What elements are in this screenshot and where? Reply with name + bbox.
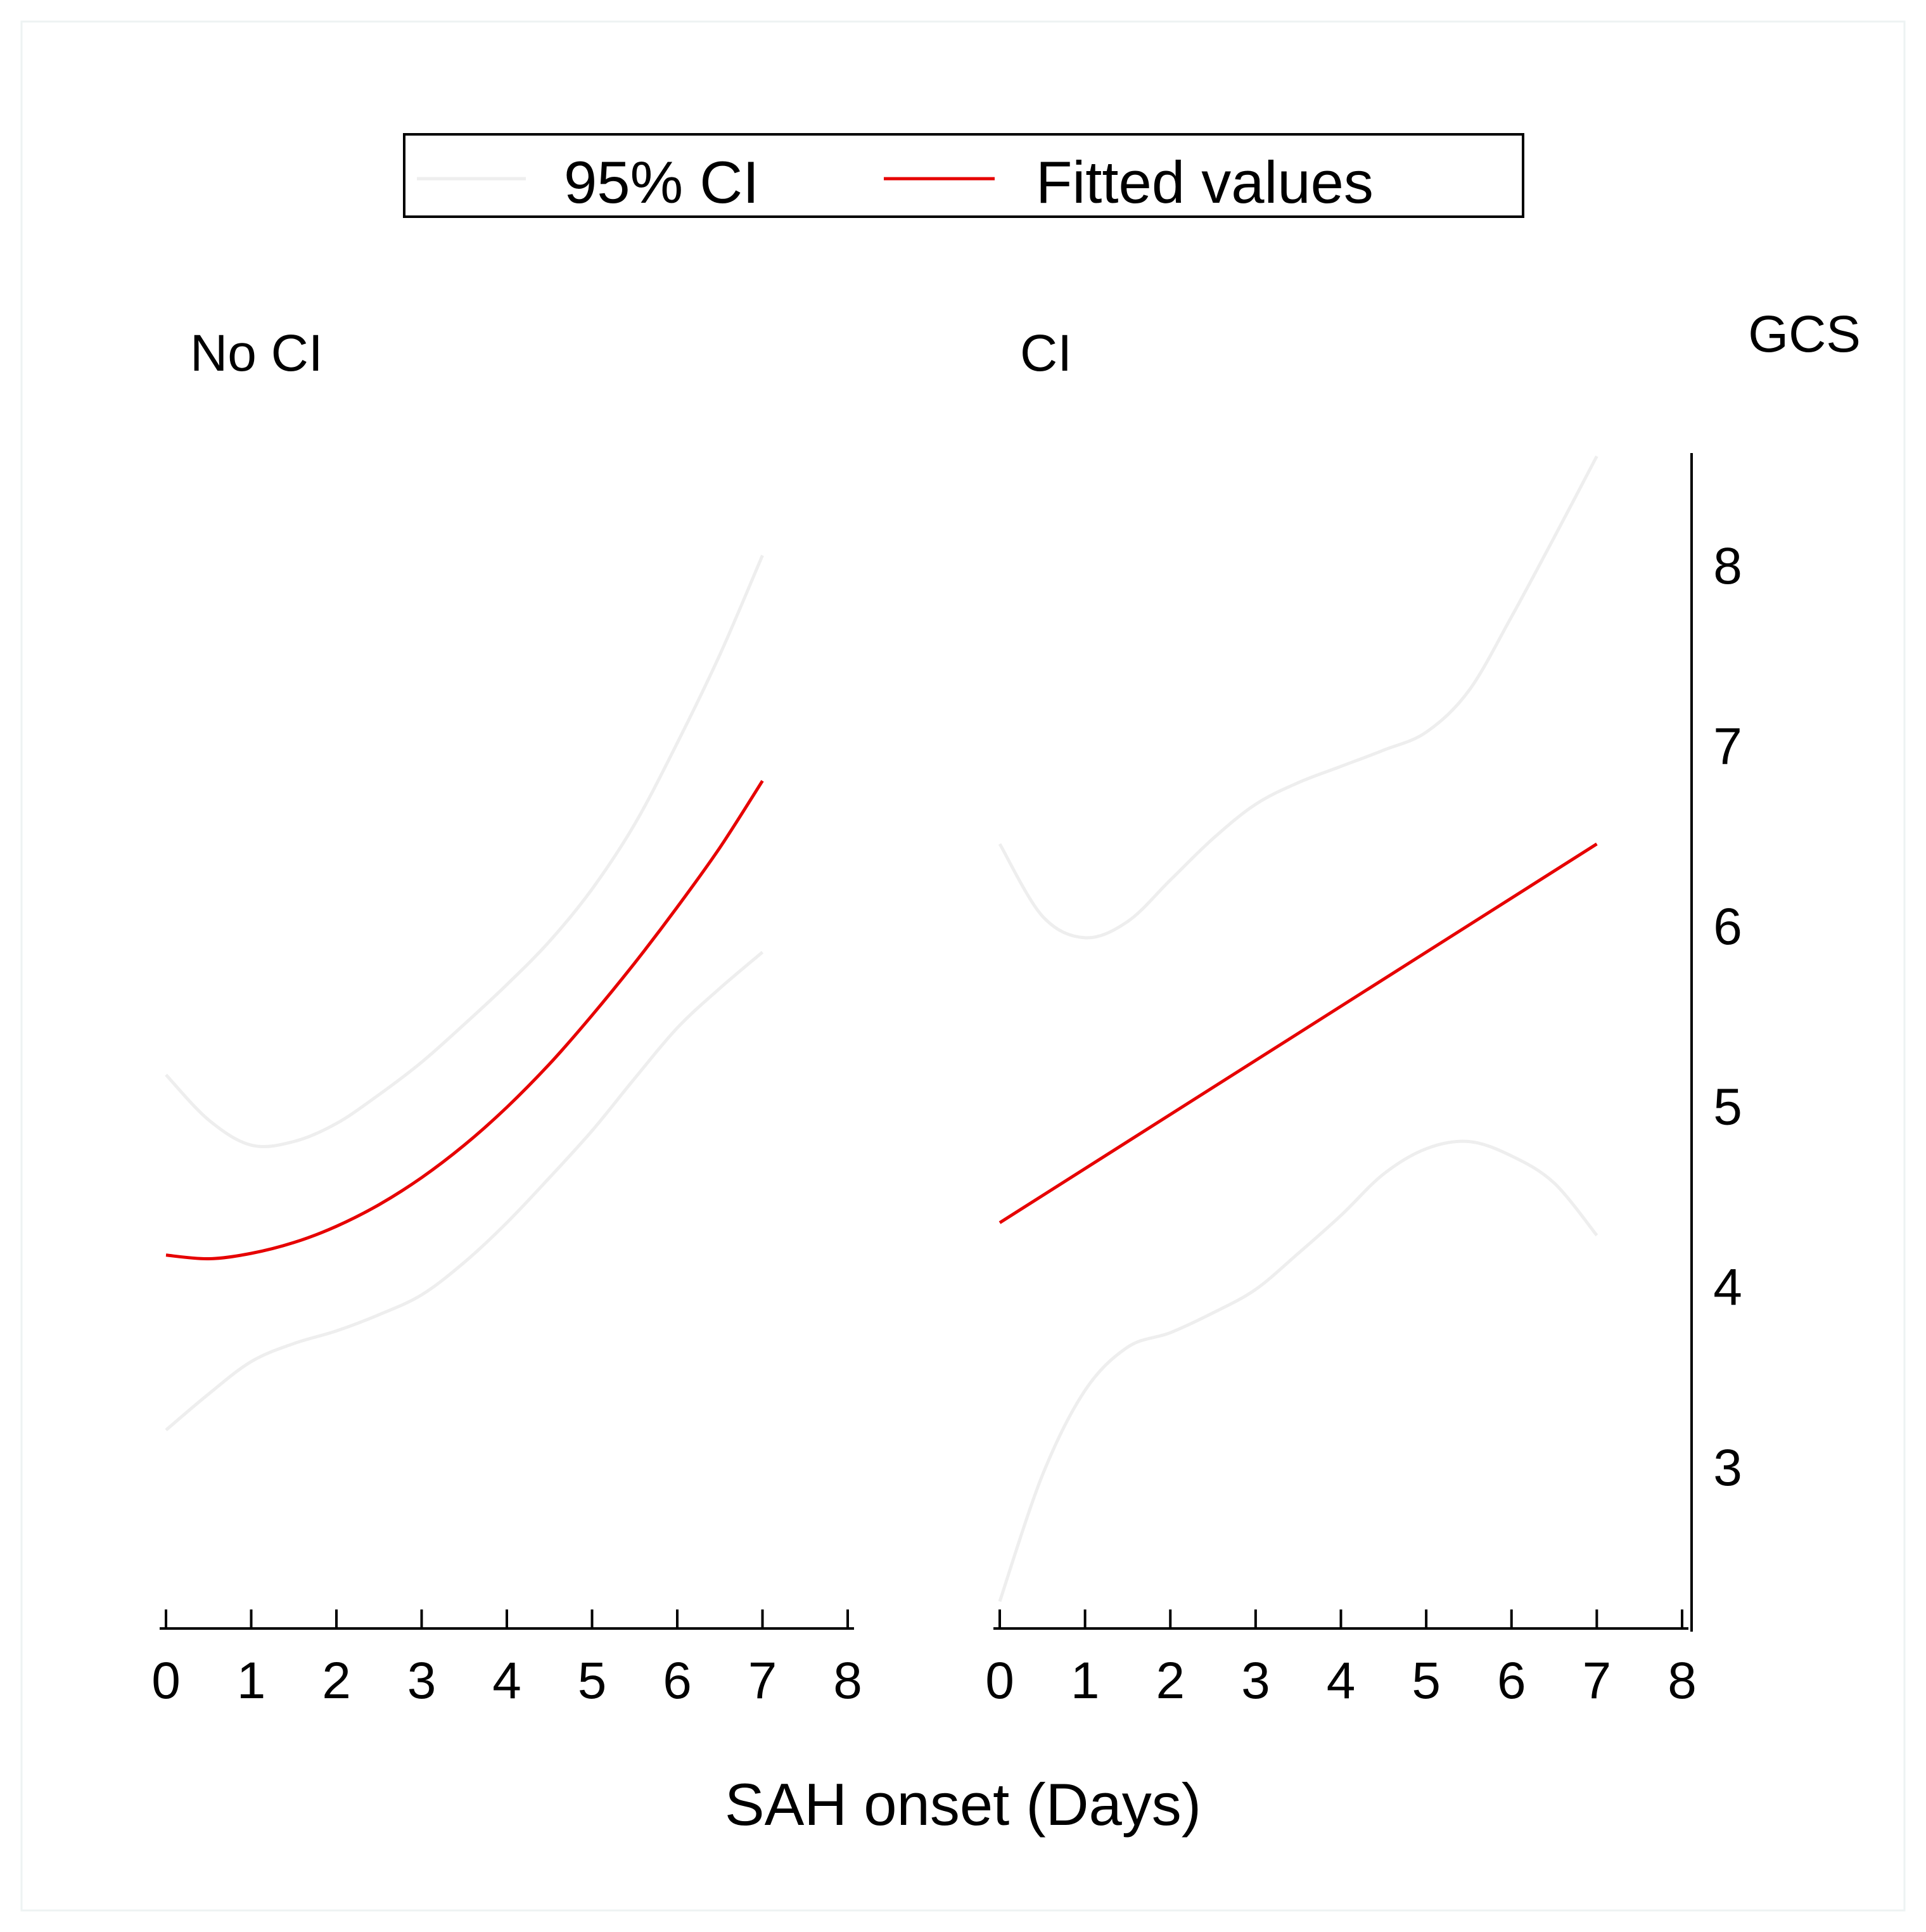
x-tick-label-no-ci-3: 3: [407, 1652, 437, 1710]
y-axis-title: GCS: [1748, 305, 1861, 363]
x-tick-label-no-ci-1: 1: [237, 1652, 266, 1710]
x-tick-label-ci-8: 8: [1668, 1652, 1697, 1710]
x-tick-label-ci-0: 0: [985, 1652, 1014, 1710]
x-tick-label-ci-7: 7: [1583, 1652, 1612, 1710]
x-tick-label-no-ci-8: 8: [833, 1652, 862, 1710]
x-tick-label-no-ci-2: 2: [322, 1652, 351, 1710]
y-tick-label-8: 8: [1713, 537, 1742, 595]
x-tick-label-ci-5: 5: [1412, 1652, 1441, 1710]
panel-title-ci: CI: [1020, 324, 1072, 382]
x-tick-label-no-ci-0: 0: [151, 1652, 181, 1710]
x-tick-label-no-ci-5: 5: [578, 1652, 607, 1710]
x-tick-label-ci-1: 1: [1071, 1652, 1100, 1710]
ci-lower-line-ci: [998, 1139, 1598, 1603]
y-tick-label-5: 5: [1713, 1078, 1742, 1136]
x-tick-label-ci-4: 4: [1327, 1652, 1356, 1710]
y-tick-label-4: 4: [1713, 1258, 1742, 1316]
legend-label-95-ci: 95% CI: [564, 149, 759, 215]
y-tick-label-6: 6: [1713, 898, 1742, 956]
ci-lower-line-no-ci: [165, 950, 764, 1431]
fitted-line-no-ci: [165, 779, 764, 1261]
x-tick-label-ci-3: 3: [1241, 1652, 1270, 1710]
legend: 95% CI Fitted values: [403, 133, 1524, 218]
x-tick-label-ci-6: 6: [1497, 1652, 1526, 1710]
x-tick-label-no-ci-6: 6: [663, 1652, 692, 1710]
y-axis: 3 4 5 6 7 8: [1690, 453, 1742, 1632]
ci-upper-line-no-ci: [165, 554, 764, 1149]
legend-box: [403, 133, 1524, 218]
legend-label-fitted-values: Fitted values: [1036, 149, 1374, 215]
x-tick-label-no-ci-4: 4: [492, 1652, 521, 1710]
x-axis-title: SAH onset (Days): [725, 1771, 1201, 1838]
y-tick-label-7: 7: [1713, 717, 1742, 775]
y-tick-label-3: 3: [1713, 1439, 1742, 1497]
fitted-line-ci: [998, 842, 1598, 1224]
ci-upper-line-ci: [998, 455, 1598, 940]
x-tick-label-ci-2: 2: [1156, 1652, 1185, 1710]
plot-frame: [20, 20, 1906, 1912]
x-tick-label-no-ci-7: 7: [748, 1652, 777, 1710]
panel-title-no-ci: No CI: [190, 324, 323, 382]
